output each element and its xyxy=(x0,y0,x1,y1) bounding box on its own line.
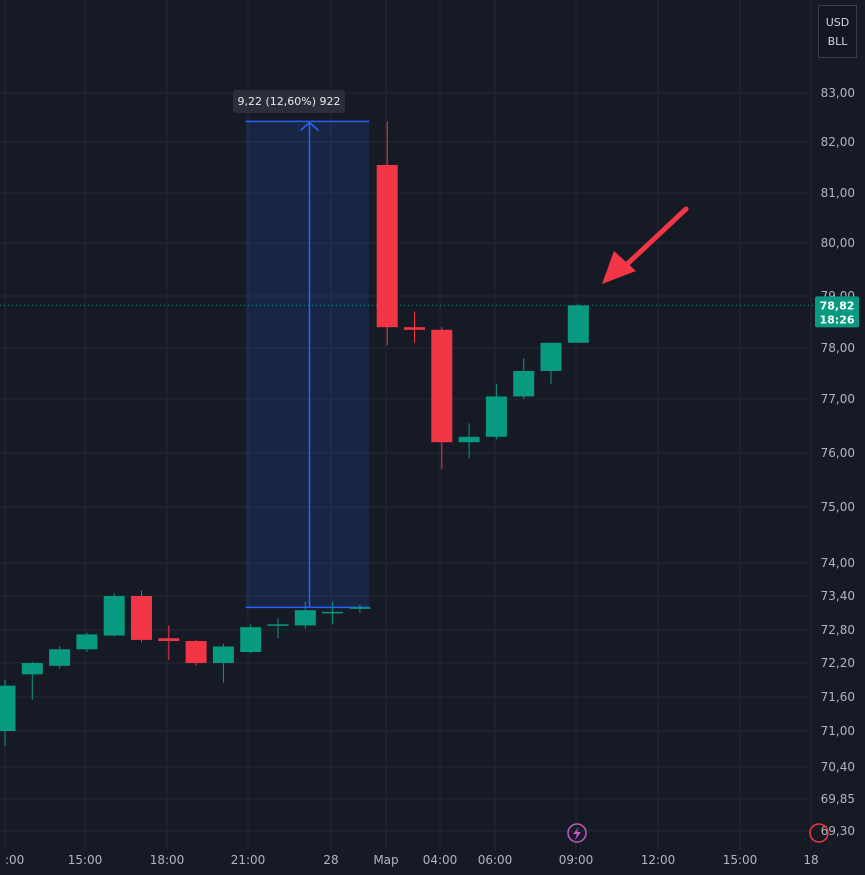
candle-body xyxy=(458,436,480,443)
candle xyxy=(567,303,589,343)
price-axis-label: 76,00 xyxy=(821,446,855,460)
candle-body xyxy=(76,634,98,650)
candle-body xyxy=(212,646,234,663)
measure-tooltip: 9,22 (12,60%) 922 xyxy=(233,90,345,113)
time-axis-label: 12:00 xyxy=(641,853,676,867)
time-axis-label: Мар xyxy=(373,853,398,867)
time-axis-label: 15:00 xyxy=(68,853,103,867)
candle xyxy=(267,618,289,639)
price-axis-label: 75,00 xyxy=(821,500,855,514)
price-axis-label: 78,00 xyxy=(821,341,855,355)
candle-body xyxy=(267,624,289,626)
price-axis-label: 69,30 xyxy=(821,824,855,838)
candle-body xyxy=(185,641,207,663)
time-axis-label: 15:00 xyxy=(723,853,758,867)
candle xyxy=(485,383,507,440)
candle xyxy=(540,342,562,384)
candle xyxy=(240,624,262,654)
candle-body xyxy=(431,329,453,443)
lightning-icon[interactable] xyxy=(567,823,587,843)
measure-tooltip-box xyxy=(233,90,345,113)
price-axis-label: 83,00 xyxy=(821,86,855,100)
price-axis-label: 81,00 xyxy=(821,186,855,200)
time-axis-label: 18:00 xyxy=(150,853,185,867)
candle-body xyxy=(21,663,43,675)
candle xyxy=(49,646,71,669)
candle-body xyxy=(567,305,589,343)
candle xyxy=(376,121,398,346)
time-axis-label: 21:00 xyxy=(231,853,266,867)
time-axis-label: 06:00 xyxy=(478,853,513,867)
candle xyxy=(21,661,43,700)
candle xyxy=(513,358,535,399)
event-icon-partial xyxy=(809,823,829,843)
candle-body xyxy=(240,627,262,652)
candle xyxy=(185,639,207,666)
measure-area xyxy=(245,121,370,608)
candle-body xyxy=(513,370,535,397)
time-axis-label: 04:00 xyxy=(423,853,458,867)
candle xyxy=(431,327,453,470)
candle-body xyxy=(131,596,152,640)
candle xyxy=(76,632,98,652)
measure-arrowhead xyxy=(299,121,319,131)
price-axis-label: 73,40 xyxy=(821,589,855,603)
candle xyxy=(404,311,425,343)
candle xyxy=(0,680,16,746)
event-icon-bolt xyxy=(573,827,581,840)
candle-body xyxy=(322,611,344,614)
candle-body xyxy=(294,610,316,626)
price-axis-label: 72,80 xyxy=(821,623,855,637)
candle xyxy=(349,604,371,613)
time-axis-label: :00 xyxy=(5,853,24,867)
candle-body xyxy=(485,396,507,437)
price-axis-label: 71,00 xyxy=(821,724,855,738)
candle-body xyxy=(376,164,398,328)
annotation-arrow-shaft xyxy=(620,206,689,271)
time-axis-label: 28 xyxy=(323,853,338,867)
time-axis-label: 18 xyxy=(803,853,818,867)
candle xyxy=(294,601,316,629)
currency-box[interactable]: USD BLL xyxy=(818,5,857,58)
last-price-badge-bg xyxy=(815,296,859,328)
candle xyxy=(212,643,234,683)
candle xyxy=(103,593,125,637)
candle-body xyxy=(158,638,180,641)
unit-label: BLL xyxy=(827,34,848,48)
price-axis-label: 69,85 xyxy=(821,792,855,806)
candle-body xyxy=(103,596,125,636)
price-axis-label: 72,20 xyxy=(821,656,855,670)
currency-label: USD xyxy=(825,15,850,29)
candle-body xyxy=(349,607,371,609)
candle-body xyxy=(404,327,425,330)
last-price-value: 78,82 xyxy=(820,299,855,312)
candle-body xyxy=(0,685,16,731)
candle-body xyxy=(49,649,71,666)
price-axis-label: 82,00 xyxy=(821,135,855,149)
candle xyxy=(131,590,152,643)
price-axis-label: 74,00 xyxy=(821,556,855,570)
candle xyxy=(158,625,180,661)
last-price-countdown: 18:26 xyxy=(819,313,854,326)
annotation-arrow-head xyxy=(602,251,636,284)
price-axis-label: 70,40 xyxy=(821,760,855,774)
candle xyxy=(322,601,344,625)
event-icon-ring xyxy=(567,823,587,843)
time-axis-label: 09:00 xyxy=(559,853,594,867)
measure-tooltip-text: 9,22 (12,60%) 922 xyxy=(237,95,340,108)
price-axis-label: 71,60 xyxy=(821,690,855,704)
price-axis-label: 80,00 xyxy=(821,236,855,250)
candle xyxy=(458,423,480,459)
candle-body xyxy=(540,342,562,371)
price-axis-label: 77,00 xyxy=(821,392,855,406)
